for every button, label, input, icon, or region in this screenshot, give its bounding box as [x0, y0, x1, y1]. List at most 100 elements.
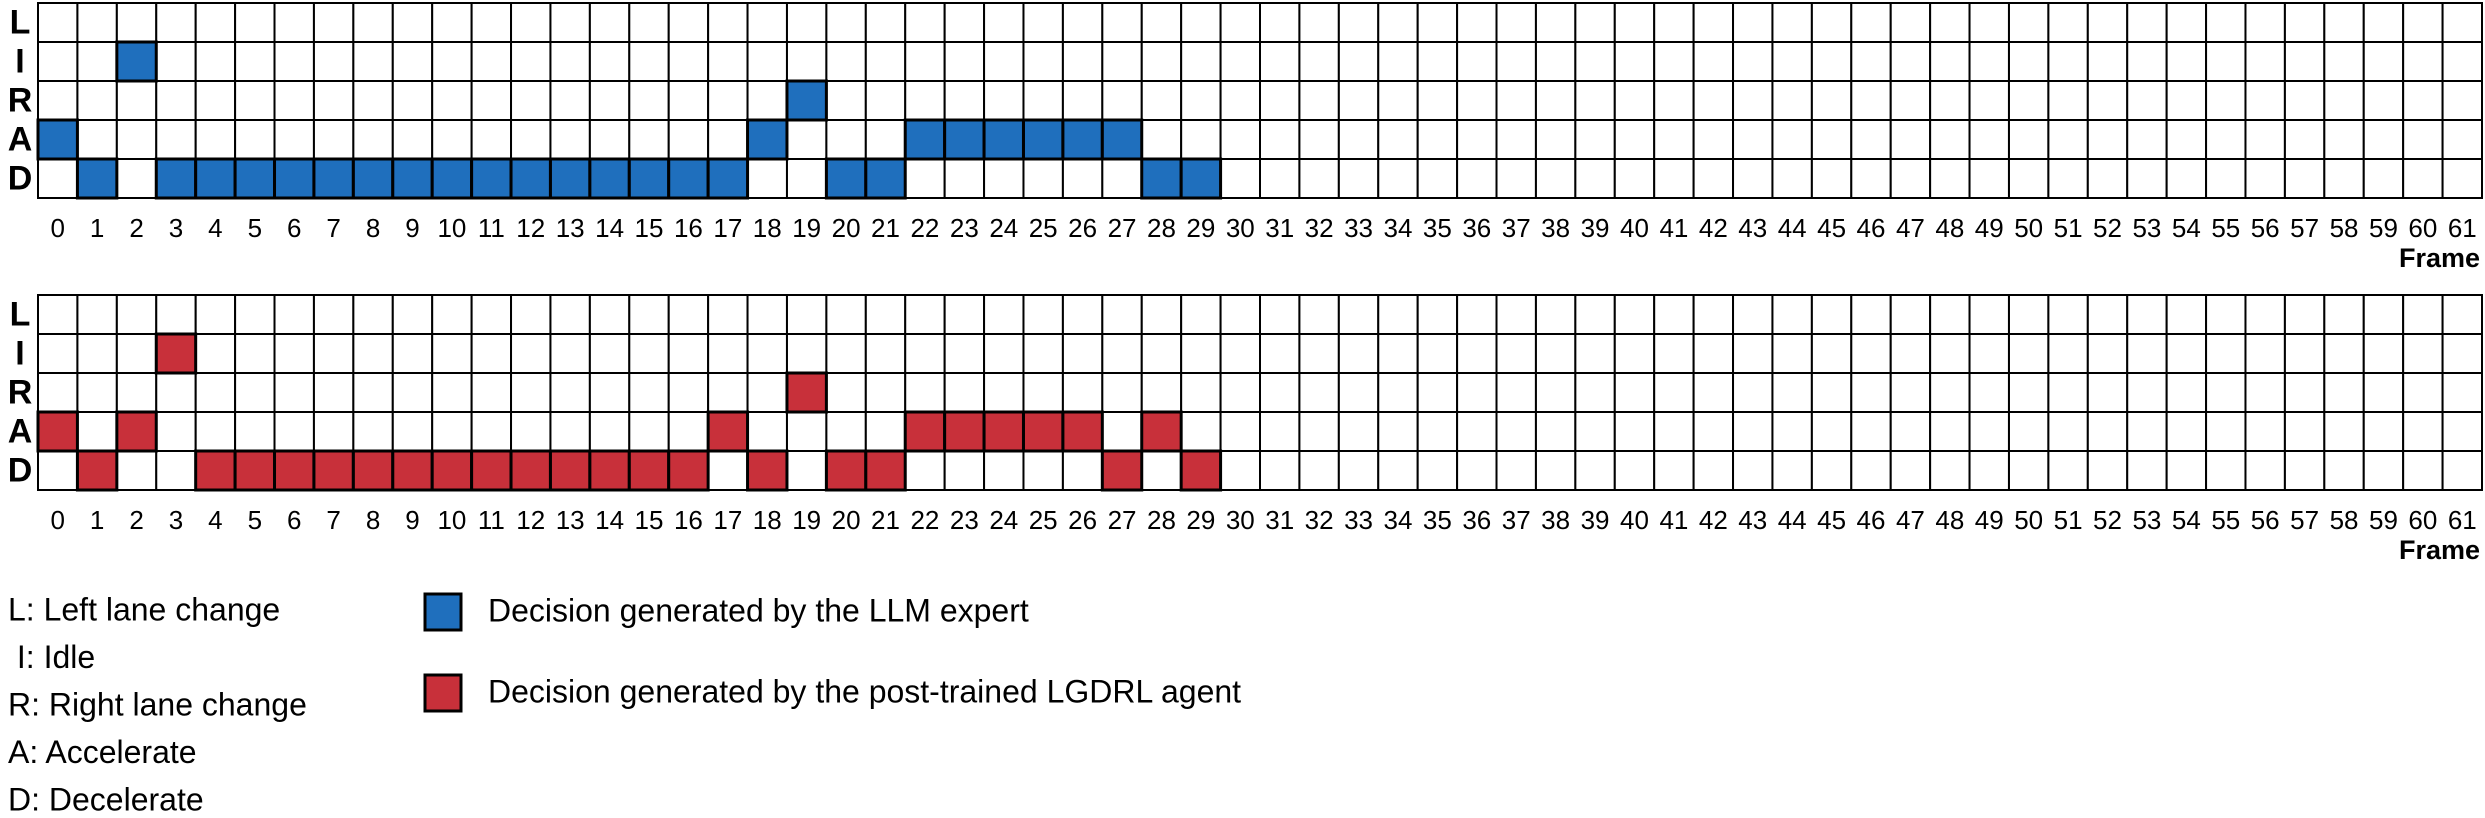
cell: [904, 41, 946, 82]
x-tick-label: 47: [1896, 505, 1925, 535]
cell: [1850, 119, 1892, 160]
cell: [352, 294, 394, 335]
cell: [37, 158, 79, 199]
cell: [904, 2, 946, 43]
cell: [1298, 372, 1340, 413]
cell: [628, 80, 670, 121]
cell: [155, 2, 197, 43]
cell: [391, 333, 434, 374]
cell: [1929, 411, 1971, 452]
cell: [2283, 41, 2326, 82]
cell: [549, 2, 591, 43]
cell: [37, 41, 79, 82]
decision-cell: [982, 410, 1025, 453]
cell: [1337, 2, 1380, 43]
cell: [1140, 372, 1183, 413]
cell: [194, 2, 237, 43]
decision-cell: [233, 449, 277, 492]
cell: [2047, 2, 2089, 43]
x-tick-label: 36: [1462, 505, 1491, 535]
x-tick-label: 30: [1226, 505, 1255, 535]
cell: [76, 80, 118, 121]
cell: [1061, 80, 1104, 121]
cell: [1140, 2, 1183, 43]
cell: [983, 41, 1025, 82]
cell: [2441, 372, 2483, 413]
cell: [1850, 294, 1892, 335]
cell: [1534, 80, 1577, 121]
cell: [352, 119, 394, 160]
cell: [470, 372, 513, 413]
cell: [667, 119, 710, 160]
cell: [2086, 41, 2129, 82]
x-tick-label: 56: [2251, 505, 2280, 535]
cell: [2047, 119, 2089, 160]
x-tick-label: 37: [1502, 505, 1531, 535]
cell: [1377, 411, 1419, 452]
cell: [1140, 450, 1183, 491]
x-tick-label: 16: [674, 505, 703, 535]
cell: [1101, 2, 1143, 43]
x-tick-label: 12: [516, 505, 545, 535]
decision-cell: [115, 40, 158, 83]
cell: [1259, 411, 1301, 452]
cell: [234, 41, 276, 82]
cell: [864, 294, 907, 335]
cell: [391, 372, 434, 413]
cell: [1298, 294, 1340, 335]
cell: [312, 41, 355, 82]
cell: [2441, 41, 2483, 82]
cell: [1022, 372, 1064, 413]
x-tick-label: 50: [2014, 213, 2043, 243]
cell: [2402, 2, 2444, 43]
x-tick-label: 33: [1344, 213, 1373, 243]
cell: [1653, 158, 1695, 199]
cell: [234, 294, 276, 335]
cell: [2362, 411, 2405, 452]
cell: [1298, 411, 1340, 452]
cell: [1061, 2, 1104, 43]
cell: [1653, 372, 1695, 413]
x-tick-label: 44: [1778, 505, 1807, 535]
cell: [1968, 450, 2010, 491]
x-tick-label: 52: [2093, 213, 2122, 243]
cell: [1101, 158, 1143, 199]
cell: [1889, 333, 1932, 374]
cell: [2007, 119, 2050, 160]
decision-cell: [746, 449, 789, 492]
cell: [2126, 411, 2168, 452]
row-label: D: [8, 159, 33, 197]
cell: [1180, 41, 1222, 82]
cell: [1850, 333, 1892, 374]
x-tick-label: 30: [1226, 213, 1255, 243]
x-tick-label: 48: [1935, 505, 1964, 535]
cell: [746, 333, 788, 374]
cell: [273, 333, 315, 374]
x-tick-label: 49: [1975, 213, 2004, 243]
decision-cell: [943, 118, 986, 161]
x-tick-label: 32: [1305, 505, 1334, 535]
cell: [2402, 450, 2444, 491]
cell: [1337, 333, 1380, 374]
cell: [2126, 80, 2168, 121]
decision-cell: [430, 157, 474, 200]
cell: [1613, 372, 1656, 413]
decision-cell: [194, 157, 237, 200]
cell: [2126, 294, 2168, 335]
cell: [1377, 372, 1419, 413]
cell: [1534, 372, 1577, 413]
cell: [1929, 158, 1971, 199]
decision-cell: [154, 332, 198, 375]
cell: [2007, 294, 2050, 335]
x-tick-label: 43: [1738, 505, 1767, 535]
cell: [1771, 372, 1813, 413]
cell: [76, 294, 118, 335]
x-tick-label: 9: [405, 213, 419, 243]
x-tick-label: 10: [437, 505, 466, 535]
legend-swatch: [423, 592, 463, 632]
x-tick-label: 52: [2093, 505, 2122, 535]
cell: [37, 80, 79, 121]
x-tick-label: 54: [2172, 505, 2201, 535]
x-tick-label: 61: [2448, 213, 2477, 243]
cell: [1574, 450, 1616, 491]
